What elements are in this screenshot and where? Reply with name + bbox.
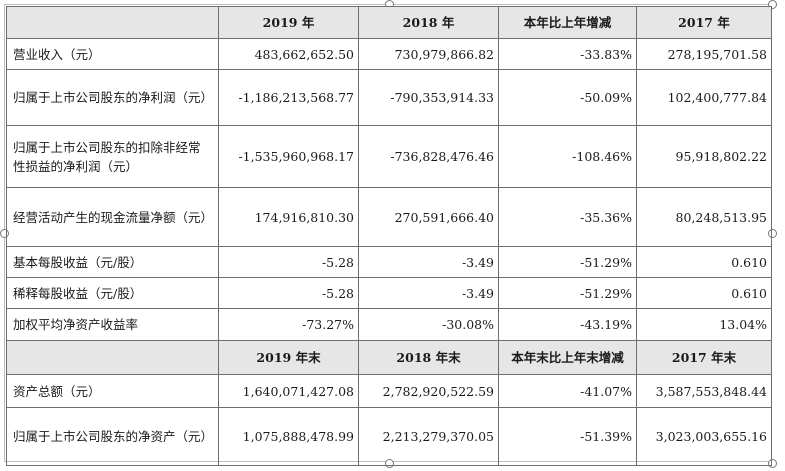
table-row: 营业收入（元） 483,662,652.50 730,979,866.82 -3… xyxy=(6,38,772,70)
header-cell: 2019 年 xyxy=(218,6,359,39)
header-cell: 2017 年末 xyxy=(636,340,772,375)
header-cell: 2017 年 xyxy=(636,6,772,39)
value-cell: 0.610 xyxy=(636,277,772,309)
value-cell: -790,353,914.33 xyxy=(358,69,499,126)
value-cell: -1,186,213,568.77 xyxy=(218,69,359,126)
value-cell: 1,640,071,427.08 xyxy=(218,374,359,408)
header-cell: 本年末比上年末增减 xyxy=(498,340,637,375)
value-cell: 270,591,666.40 xyxy=(358,187,499,247)
table-row: 归属于上市公司股东的净资产（元） 1,075,888,478.99 2,213,… xyxy=(6,407,772,466)
row-label: 归属于上市公司股东的扣除非经常性损益的净利润（元） xyxy=(6,125,219,188)
change-cell: -108.46% xyxy=(498,125,637,188)
header-corner-cell xyxy=(6,340,219,375)
row-label: 资产总额（元） xyxy=(6,374,219,408)
header-row-annual: 2019 年 2018 年 本年比上年增减 2017 年 xyxy=(6,6,772,39)
value-cell: -3.49 xyxy=(358,277,499,309)
value-cell: 0.610 xyxy=(636,246,772,278)
header-row-year-end: 2019 年末 2018 年末 本年末比上年末增减 2017 年末 xyxy=(6,340,772,375)
value-cell: -5.28 xyxy=(218,277,359,309)
change-cell: -35.36% xyxy=(498,187,637,247)
value-cell: 174,916,810.30 xyxy=(218,187,359,247)
value-cell: 102,400,777.84 xyxy=(636,69,772,126)
header-cell: 2018 年 xyxy=(358,6,499,39)
value-cell: -30.08% xyxy=(358,308,499,341)
value-cell: 278,195,701.58 xyxy=(636,38,772,70)
value-cell: 1,075,888,478.99 xyxy=(218,407,359,466)
table-row: 稀释每股收益（元/股） -5.28 -3.49 -51.29% 0.610 xyxy=(6,277,772,309)
value-cell: -1,535,960,968.17 xyxy=(218,125,359,188)
value-cell: -5.28 xyxy=(218,246,359,278)
row-label: 归属于上市公司股东的净资产（元） xyxy=(6,407,219,466)
row-label: 基本每股收益（元/股） xyxy=(6,246,219,278)
value-cell: -3.49 xyxy=(358,246,499,278)
header-cell: 2019 年末 xyxy=(218,340,359,375)
value-cell: 3,023,003,655.16 xyxy=(636,407,772,466)
header-corner-cell xyxy=(6,6,219,39)
row-label: 加权平均净资产收益率 xyxy=(6,308,219,341)
change-cell: -41.07% xyxy=(498,374,637,408)
row-label: 归属于上市公司股东的净利润（元） xyxy=(6,69,219,126)
table-row: 资产总额（元） 1,640,071,427.08 2,782,920,522.5… xyxy=(6,374,772,408)
value-cell: -73.27% xyxy=(218,308,359,341)
change-cell: -43.19% xyxy=(498,308,637,341)
change-cell: -51.39% xyxy=(498,407,637,466)
value-cell: 13.04% xyxy=(636,308,772,341)
change-cell: -51.29% xyxy=(498,277,637,309)
header-cell: 本年比上年增减 xyxy=(498,6,637,39)
value-cell: 2,782,920,522.59 xyxy=(358,374,499,408)
value-cell: 95,918,802.22 xyxy=(636,125,772,188)
value-cell: 3,587,553,848.44 xyxy=(636,374,772,408)
value-cell: 483,662,652.50 xyxy=(218,38,359,70)
row-label: 稀释每股收益（元/股） xyxy=(6,277,219,309)
change-cell: -51.29% xyxy=(498,246,637,278)
row-label: 营业收入（元） xyxy=(6,38,219,70)
value-cell: 80,248,513.95 xyxy=(636,187,772,247)
change-cell: -33.83% xyxy=(498,38,637,70)
table-row: 经营活动产生的现金流量净额（元） 174,916,810.30 270,591,… xyxy=(6,187,772,247)
change-cell: -50.09% xyxy=(498,69,637,126)
header-cell: 2018 年末 xyxy=(358,340,499,375)
table-row: 基本每股收益（元/股） -5.28 -3.49 -51.29% 0.610 xyxy=(6,246,772,278)
table-row: 归属于上市公司股东的净利润（元） -1,186,213,568.77 -790,… xyxy=(6,69,772,126)
table-row: 归属于上市公司股东的扣除非经常性损益的净利润（元） -1,535,960,968… xyxy=(6,125,772,188)
value-cell: -736,828,476.46 xyxy=(358,125,499,188)
value-cell: 730,979,866.82 xyxy=(358,38,499,70)
value-cell: 2,213,279,370.05 xyxy=(358,407,499,466)
resize-handle-top-right[interactable] xyxy=(768,0,777,9)
row-label: 经营活动产生的现金流量净额（元） xyxy=(6,187,219,247)
financial-summary-table: 2019 年 2018 年 本年比上年增减 2017 年 营业收入（元） 483… xyxy=(6,6,772,466)
table-row: 加权平均净资产收益率 -73.27% -30.08% -43.19% 13.04… xyxy=(6,308,772,341)
